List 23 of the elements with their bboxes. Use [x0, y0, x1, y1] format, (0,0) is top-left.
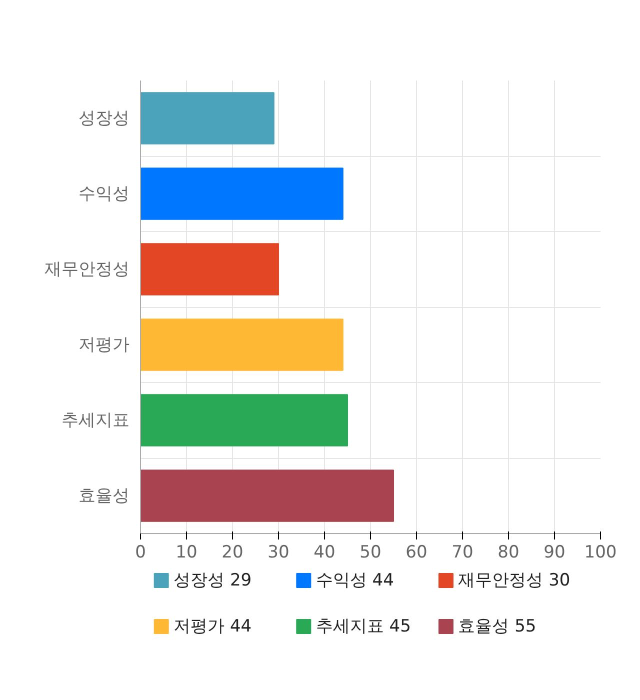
y-tick-label: 성장성: [78, 108, 130, 128]
legend-label: 저평가 44: [174, 616, 252, 636]
x-tick-label: 30: [268, 542, 290, 562]
y-tick-label: 효율성: [78, 486, 130, 506]
x-tick-label: 80: [498, 542, 520, 562]
y-tick-label: 저평가: [78, 334, 130, 355]
x-tick-label: 20: [222, 542, 244, 562]
x-tick-label: 90: [544, 542, 566, 562]
legend-label: 성장성 29: [174, 570, 252, 590]
legend-label: 효율성 55: [458, 616, 536, 636]
x-tick-label: 60: [406, 542, 428, 562]
x-tick-label: 70: [452, 542, 474, 562]
legend-label: 추세지표 45: [316, 616, 411, 636]
y-tick-label: 수익성: [78, 184, 130, 204]
x-tick-label: 0: [135, 542, 146, 562]
x-tick-label: 10: [176, 542, 198, 562]
x-tick-label: 50: [360, 542, 382, 562]
x-tick-label: 100: [584, 542, 617, 562]
y-tick-label: 재무안정성: [44, 259, 130, 280]
legend-label: 수익성 44: [316, 570, 394, 590]
x-tick-label: 40: [314, 542, 336, 562]
legend-label: 재무안정성 30: [458, 570, 570, 590]
y-tick-label: 추세지표: [62, 410, 130, 430]
